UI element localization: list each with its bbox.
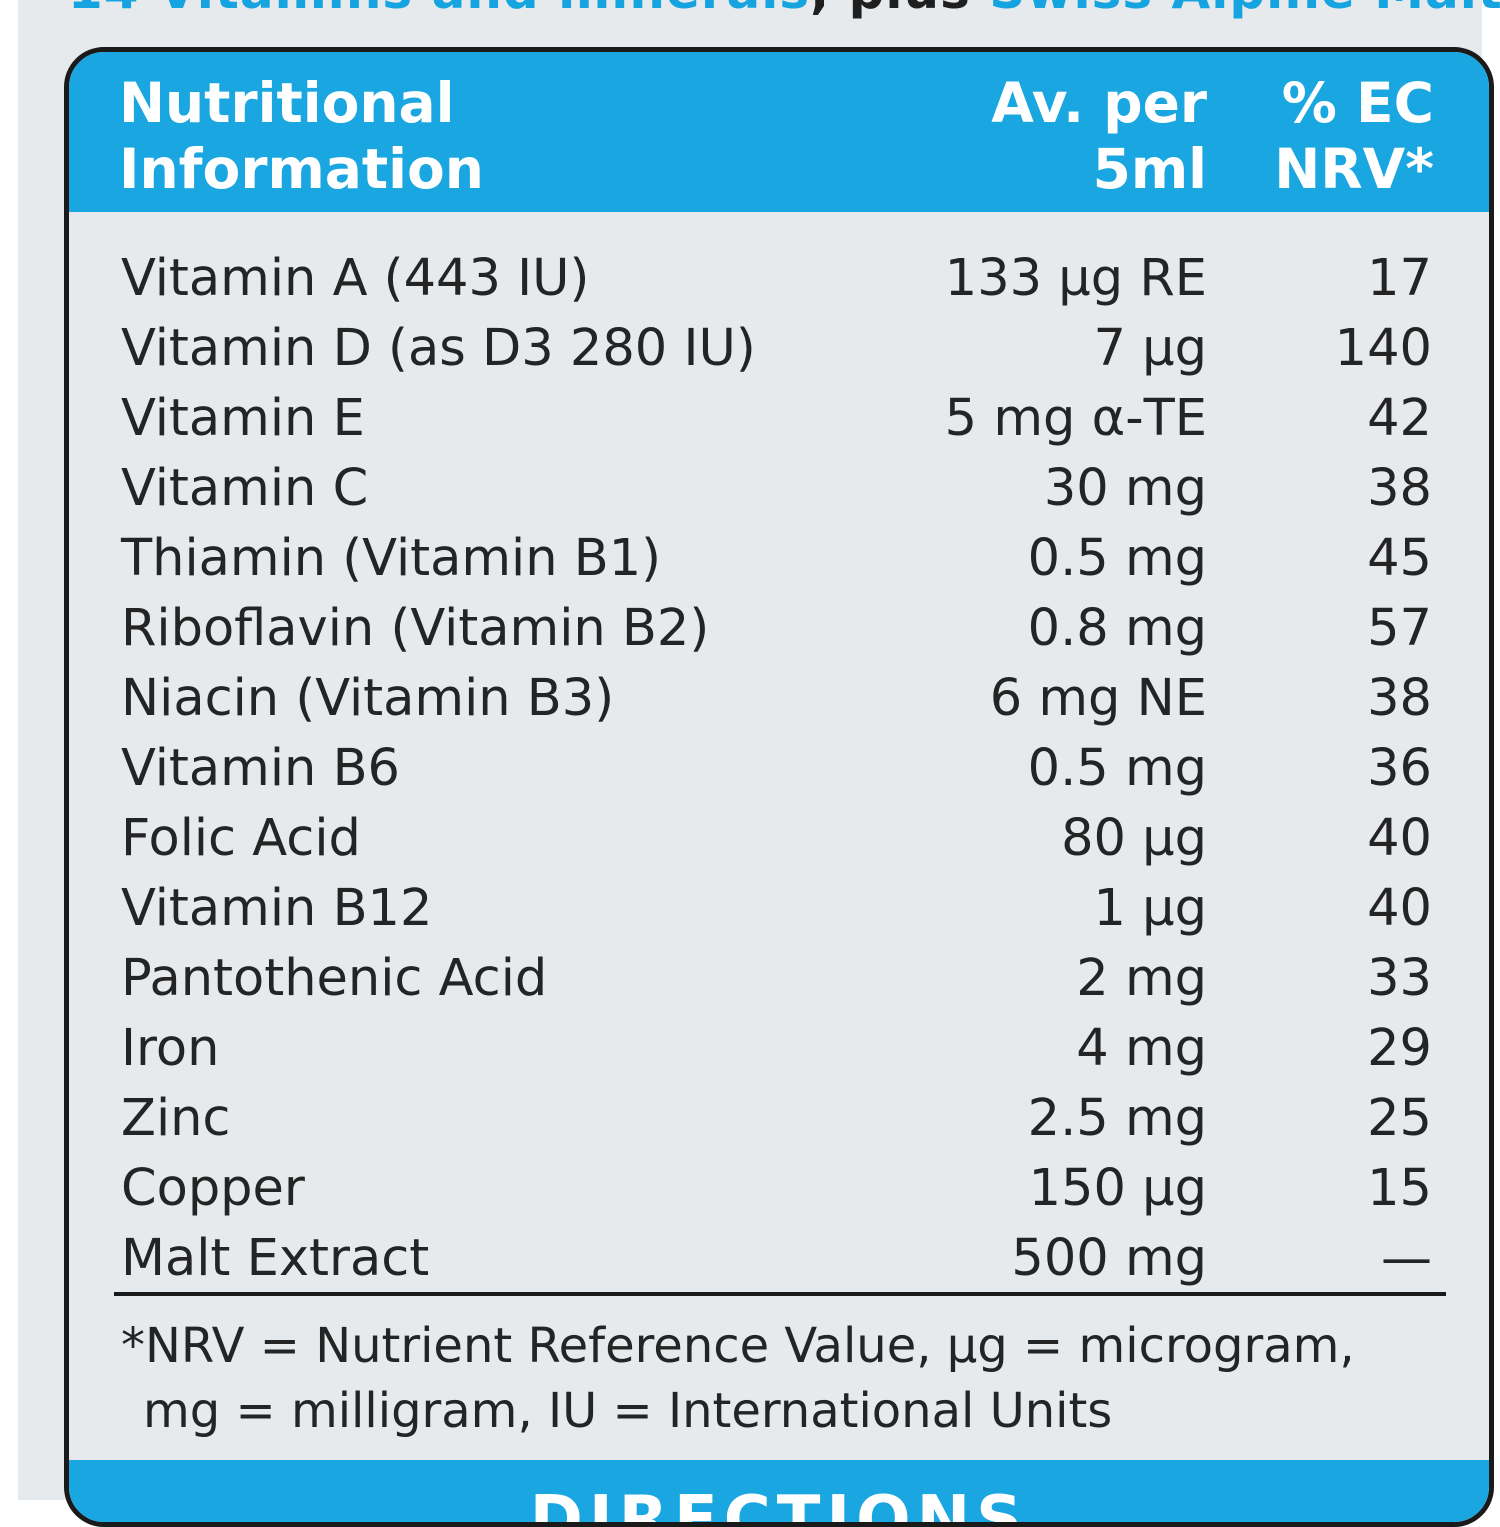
nutrient-nrv: 38 bbox=[1367, 459, 1432, 518]
table-row: Copper 150 µg 15 bbox=[69, 1154, 1489, 1224]
nutrient-amount: 150 µg bbox=[1028, 1159, 1207, 1218]
nutrient-nrv: 40 bbox=[1367, 809, 1432, 868]
nutrient-name: Vitamin B6 bbox=[121, 739, 401, 798]
nutrient-amount: 0.5 mg bbox=[1027, 739, 1207, 798]
directions-header: DIRECTIONS bbox=[69, 1460, 1489, 1527]
table-row: Zinc 2.5 mg 25 bbox=[69, 1084, 1489, 1154]
table-row: Vitamin D (as D3 280 IU) 7 µg 140 bbox=[69, 314, 1489, 384]
nutrient-name: Vitamin A (443 IU) bbox=[121, 249, 590, 308]
nutrient-amount: 30 mg bbox=[1043, 459, 1207, 518]
nutrient-nrv: — bbox=[1381, 1229, 1432, 1288]
nutrient-name: Pantothenic Acid bbox=[121, 949, 548, 1008]
nutrient-name: Vitamin E bbox=[121, 389, 365, 448]
header-nrv-line2: NRV* bbox=[1274, 137, 1434, 201]
footnote-line1: *NRV = Nutrient Reference Value, µg = mi… bbox=[121, 1318, 1355, 1374]
nutrient-name: Riboflavin (Vitamin B2) bbox=[121, 599, 710, 658]
nutrient-name: Vitamin C bbox=[121, 459, 369, 518]
nutrient-nrv: 42 bbox=[1367, 389, 1432, 448]
nutrient-nrv: 36 bbox=[1367, 739, 1432, 798]
footnote-line2: mg = milligram, IU = International Units bbox=[143, 1383, 1113, 1439]
nutrient-nrv: 33 bbox=[1367, 949, 1432, 1008]
table-row: Vitamin B6 0.5 mg 36 bbox=[69, 734, 1489, 804]
nutrient-amount: 5 mg α-TE bbox=[944, 389, 1207, 448]
nutrient-name: Vitamin B12 bbox=[121, 879, 433, 938]
nutrient-nrv: 25 bbox=[1367, 1089, 1432, 1148]
nutrient-nrv: 45 bbox=[1367, 529, 1432, 588]
table-row: Pantothenic Acid 2 mg 33 bbox=[69, 944, 1489, 1014]
table-row: Vitamin B12 1 µg 40 bbox=[69, 874, 1489, 944]
nutrient-name: Niacin (Vitamin B3) bbox=[121, 669, 615, 728]
nutrient-name: Vitamin D (as D3 280 IU) bbox=[121, 319, 756, 378]
nutrient-amount: 80 µg bbox=[1061, 809, 1207, 868]
table-row: Thiamin (Vitamin B1) 0.5 mg 45 bbox=[69, 524, 1489, 594]
table-row: Iron 4 mg 29 bbox=[69, 1014, 1489, 1084]
nutrient-rows: Vitamin A (443 IU) 133 µg RE 17 Vitamin … bbox=[69, 244, 1489, 1294]
top-banner-part2: , plus bbox=[810, 0, 989, 20]
nutrient-name: Thiamin (Vitamin B1) bbox=[121, 529, 662, 588]
nutrient-nrv: 38 bbox=[1367, 669, 1432, 728]
nutrient-nrv: 57 bbox=[1367, 599, 1432, 658]
nutrient-nrv: 17 bbox=[1367, 249, 1432, 308]
nutrient-amount: 0.5 mg bbox=[1027, 529, 1207, 588]
nutrient-amount: 2 mg bbox=[1076, 949, 1207, 1008]
nutrient-nrv: 40 bbox=[1367, 879, 1432, 938]
header-title: Nutritional Information bbox=[119, 70, 619, 202]
top-banner-part3: Swiss Alpine Malt. bbox=[989, 0, 1500, 20]
nutrient-amount: 1 µg bbox=[1093, 879, 1207, 938]
header-amount-line2: 5ml bbox=[1092, 137, 1207, 201]
table-row: Vitamin E 5 mg α-TE 42 bbox=[69, 384, 1489, 454]
nutrient-nrv: 140 bbox=[1334, 319, 1432, 378]
table-row: Malt Extract 500 mg — bbox=[69, 1224, 1489, 1294]
footnote: *NRV = Nutrient Reference Value, µg = mi… bbox=[121, 1314, 1421, 1444]
nutrient-amount: 6 mg NE bbox=[989, 669, 1207, 728]
nutrient-name: Malt Extract bbox=[121, 1229, 430, 1288]
table-row: Riboflavin (Vitamin B2) 0.8 mg 57 bbox=[69, 594, 1489, 664]
table-divider bbox=[114, 1292, 1446, 1296]
header-amount-line1: Av. per bbox=[991, 71, 1207, 135]
nutrient-amount: 2.5 mg bbox=[1027, 1089, 1207, 1148]
directions-label: DIRECTIONS bbox=[529, 1483, 1029, 1527]
header-title-line1: Nutritional bbox=[119, 71, 455, 135]
nutrient-amount: 133 µg RE bbox=[944, 249, 1207, 308]
table-row: Folic Acid 80 µg 40 bbox=[69, 804, 1489, 874]
nutrient-nrv: 15 bbox=[1367, 1159, 1432, 1218]
top-banner-part1: 14 Vitamins and minerals bbox=[68, 0, 810, 20]
header-nrv-line1: % EC bbox=[1281, 71, 1434, 135]
nutrient-name: Copper bbox=[121, 1159, 305, 1218]
header-title-line2: Information bbox=[119, 137, 484, 201]
top-banner-text: 14 Vitamins and minerals, plus Swiss Alp… bbox=[68, 0, 1500, 20]
nutrient-amount: 4 mg bbox=[1076, 1019, 1207, 1078]
nutrient-name: Iron bbox=[121, 1019, 220, 1078]
nutrient-amount: 500 mg bbox=[1011, 1229, 1207, 1288]
nutrient-name: Zinc bbox=[121, 1089, 231, 1148]
nutrient-amount: 0.8 mg bbox=[1027, 599, 1207, 658]
nutrient-amount: 7 µg bbox=[1093, 319, 1207, 378]
nutrient-nrv: 29 bbox=[1367, 1019, 1432, 1078]
nutrient-name: Folic Acid bbox=[121, 809, 361, 868]
header-nrv: % EC NRV* bbox=[1184, 70, 1434, 202]
table-row: Vitamin C 30 mg 38 bbox=[69, 454, 1489, 524]
header-amount: Av. per 5ml bbox=[907, 70, 1207, 202]
label-card: 14 Vitamins and minerals, plus Swiss Alp… bbox=[18, 0, 1500, 1527]
nutrition-panel: Nutritional Information Av. per 5ml % EC… bbox=[64, 47, 1494, 1527]
nutrition-header: Nutritional Information Av. per 5ml % EC… bbox=[69, 52, 1489, 212]
table-row: Niacin (Vitamin B3) 6 mg NE 38 bbox=[69, 664, 1489, 734]
table-row: Vitamin A (443 IU) 133 µg RE 17 bbox=[69, 244, 1489, 314]
